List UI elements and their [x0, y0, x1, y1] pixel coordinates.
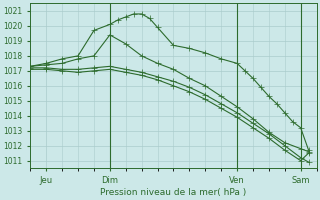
X-axis label: Pression niveau de la mer( hPa ): Pression niveau de la mer( hPa ): [100, 188, 247, 197]
